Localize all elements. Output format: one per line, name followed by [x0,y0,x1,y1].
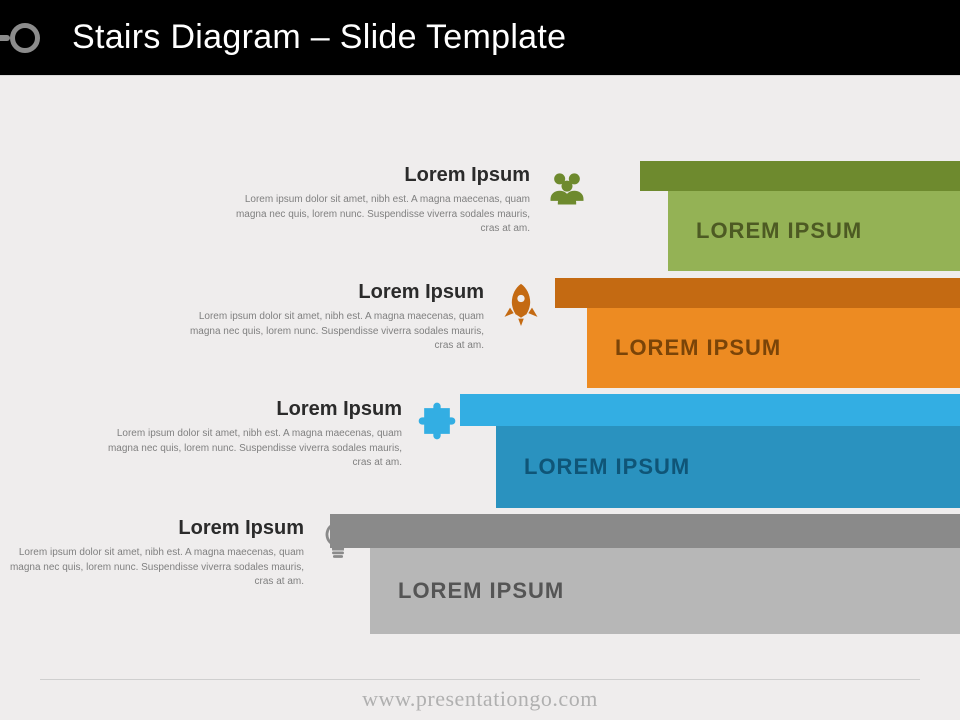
slide-header: Stairs Diagram – Slide Template [0,0,960,75]
stair-step: LOREM IPSUM [330,514,960,634]
stair-step-label: LOREM IPSUM [398,578,564,604]
stair-step-front: LOREM IPSUM [668,191,960,271]
step-info-body: Lorem ipsum dolor sit amet, nibh est. A … [184,310,484,354]
rocket-icon [499,282,543,326]
step-info: Lorem Ipsum Lorem ipsum dolor sit amet, n… [230,164,530,237]
step-info-body: Lorem ipsum dolor sit amet, nibh est. A … [230,193,530,237]
stair-step-top [460,394,960,426]
stair-step-top [640,161,960,191]
header-circle-decor [10,23,40,53]
stair-step-label: LOREM IPSUM [615,335,781,361]
stair-step: LOREM IPSUM [460,394,960,508]
stair-step: LOREM IPSUM [640,161,960,271]
stair-step-front: LOREM IPSUM [496,426,960,508]
people-icon [545,166,589,210]
stair-step: LOREM IPSUM [555,278,960,388]
step-info-body: Lorem ipsum dolor sit amet, nibh est. A … [102,427,402,471]
footer-divider [40,679,920,680]
step-info-title: Lorem Ipsum [4,517,304,540]
stair-step-top [330,514,960,548]
stair-step-top [555,278,960,308]
step-info-body: Lorem ipsum dolor sit amet, nibh est. A … [4,546,304,590]
stair-step-label: LOREM IPSUM [696,218,862,244]
puzzle-icon [415,399,459,443]
stair-step-front: LOREM IPSUM [587,308,960,388]
stair-step-front: LOREM IPSUM [370,548,960,634]
step-info: Lorem Ipsum Lorem ipsum dolor sit amet, n… [4,517,304,590]
step-info-title: Lorem Ipsum [184,281,484,304]
step-info: Lorem Ipsum Lorem ipsum dolor sit amet, n… [184,281,484,354]
step-info: Lorem Ipsum Lorem ipsum dolor sit amet, n… [102,398,402,471]
step-info-title: Lorem Ipsum [102,398,402,421]
stair-step-label: LOREM IPSUM [524,454,690,480]
footer-text: www.presentationgo.com [0,686,960,712]
step-info-title: Lorem Ipsum [230,164,530,187]
stairs-diagram: LOREM IPSUM Lorem Ipsum Lorem ipsum dolor … [0,76,960,680]
slide-title: Stairs Diagram – Slide Template [72,18,566,57]
header-line-decor [0,35,10,41]
